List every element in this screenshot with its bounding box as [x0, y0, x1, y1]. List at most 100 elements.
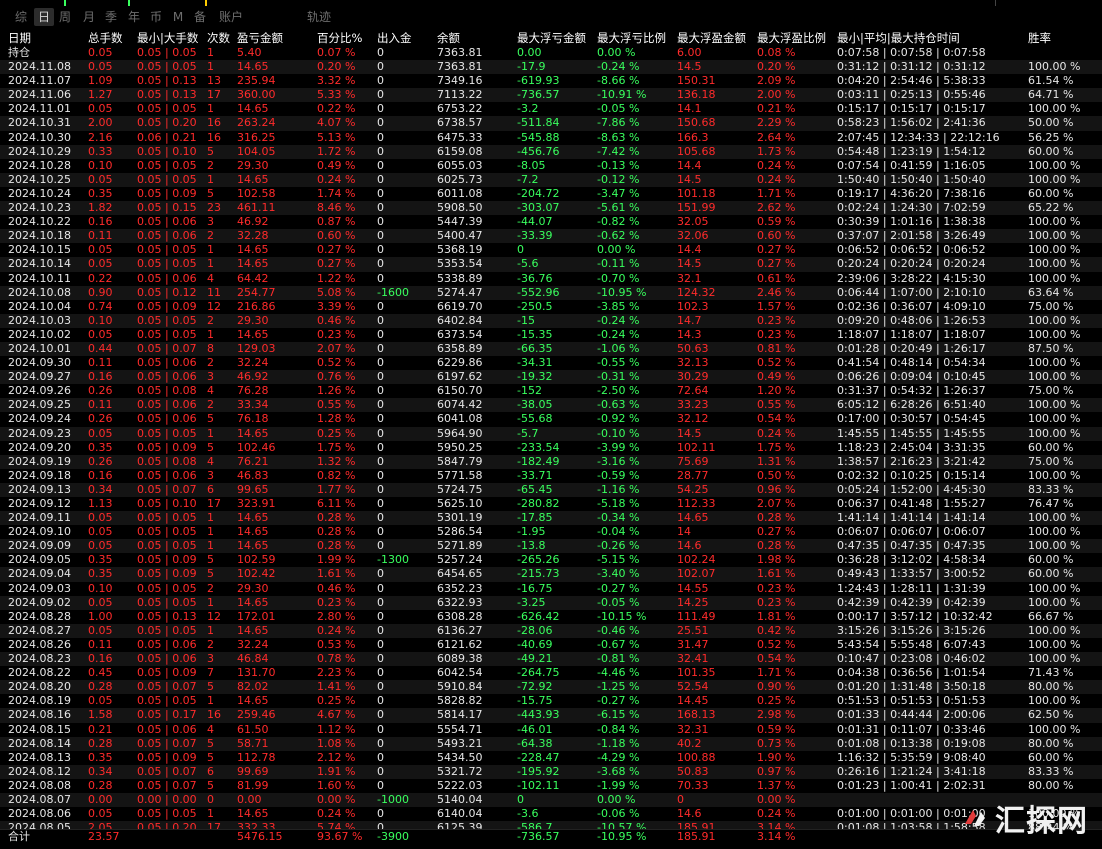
table-row[interactable]: 2024.10.30 2.16 0.06 | 0.21 16 316.25 5.13 % 0… — [0, 131, 1102, 145]
column-header[interactable]: 最大浮盈比例 — [757, 31, 826, 45]
tab-6[interactable]: 币 — [149, 10, 162, 24]
table-row[interactable]: 2024.10.01 0.44 0.05 | 0.07 8 129.03 2.07 % 0 6… — [0, 341, 1102, 357]
table-cell: 5964.90 — [437, 426, 483, 440]
table-row[interactable]: 2024.08.12 0.34 0.05 | 0.07 6 99.69 1.91 % 0 53… — [0, 764, 1102, 779]
table-row[interactable]: 2024.08.22 0.45 0.05 | 0.09 7 131.70 2.23 % 0 6… — [0, 666, 1102, 680]
table-row[interactable]: 2024.09.30 0.11 0.05 | 0.06 2 32.24 0.52 % 0 62… — [0, 356, 1102, 370]
table-cell: 2.00 — [88, 116, 113, 130]
tab-9[interactable]: 账户 — [218, 10, 243, 24]
table-row[interactable]: 2024.10.08 0.90 0.05 | 0.12 11 254.77 5.08 % -… — [0, 285, 1102, 300]
table-row[interactable]: 2024.09.05 0.35 0.05 | 0.09 5 102.59 1.99 % -1… — [0, 553, 1102, 567]
table-row[interactable]: 2024.10.24 0.35 0.05 | 0.09 5 102.58 1.74 % 0 6… — [0, 187, 1102, 201]
table-row[interactable]: 2024.10.04 0.74 0.05 | 0.09 12 216.86 3.39 % 0… — [0, 300, 1102, 314]
table-row[interactable]: 2024.09.25 0.11 0.05 | 0.06 2 33.34 0.55 % 0 60… — [0, 398, 1102, 413]
table-row[interactable]: 2024.08.28 1.00 0.05 | 0.13 12 172.01 2.80 % 0… — [0, 610, 1102, 624]
table-row[interactable]: 2024.10.03 0.10 0.05 | 0.05 2 29.30 0.46 % 0 64… — [0, 313, 1102, 328]
table-cell: 14.5 — [677, 172, 702, 186]
table-cell: 6475.33 — [437, 130, 483, 144]
table-row[interactable]: 2024.09.27 0.16 0.05 | 0.06 3 46.92 0.76 % 0 61… — [0, 370, 1102, 385]
table-row[interactable]: 2024.09.19 0.26 0.05 | 0.08 4 76.21 1.32 % 0 58… — [0, 454, 1102, 469]
column-header[interactable]: 总手数 — [88, 31, 123, 45]
table-row[interactable]: 2024.09.20 0.35 0.05 | 0.09 5 102.46 1.75 % 0 5… — [0, 441, 1102, 455]
table-row[interactable]: 2024.08.23 0.16 0.05 | 0.06 3 46.84 0.78 % 0 60… — [0, 652, 1102, 667]
tab-1[interactable]: 日 — [34, 8, 54, 26]
table-row[interactable]: 2024.08.19 0.05 0.05 | 0.05 1 14.65 0.25 % 0 58… — [0, 694, 1102, 708]
table-row[interactable]: 2024.09.10 0.05 0.05 | 0.05 1 14.65 0.28 % 0 52… — [0, 525, 1102, 539]
table-row[interactable]: 2024.10.28 0.10 0.05 | 0.05 2 29.30 0.49 % 0 60… — [0, 159, 1102, 173]
table-row[interactable]: 2024.09.13 0.34 0.05 | 0.07 6 99.65 1.77 % 0 57… — [0, 482, 1102, 497]
tab-4[interactable]: 季 — [104, 10, 117, 24]
table-row[interactable]: 2024.08.13 0.35 0.05 | 0.09 5 112.78 2.12 % 0 5… — [0, 751, 1102, 765]
table-row[interactable]: 2024.10.18 0.11 0.05 | 0.06 2 32.28 0.60 % 0 54… — [0, 229, 1102, 244]
top-indicator-green — [64, 0, 66, 6]
table-row[interactable]: 2024.10.14 0.05 0.05 | 0.05 1 14.65 0.27 % 0 53… — [0, 257, 1102, 272]
tab-10[interactable]: 轨迹 — [306, 10, 331, 24]
table-row[interactable]: 2024.08.15 0.21 0.05 | 0.06 4 61.50 1.12 % 0 55… — [0, 723, 1102, 737]
tab-2[interactable]: 周 — [58, 10, 71, 24]
table-cell: 14.7 — [677, 313, 702, 327]
table-row[interactable]: 2024.08.08 0.28 0.05 | 0.07 5 81.99 1.60 % 0 52… — [0, 779, 1102, 793]
tab-3[interactable]: 月 — [82, 10, 95, 24]
column-header[interactable]: 盈亏金额 — [237, 31, 283, 45]
table-row[interactable]: 2024.10.25 0.05 0.05 | 0.05 1 14.65 0.24 % 0 60… — [0, 172, 1102, 187]
table-row[interactable]: 2024.09.11 0.05 0.05 | 0.05 1 14.65 0.28 % 0 53… — [0, 511, 1102, 526]
column-header[interactable]: 百分比% — [317, 31, 363, 45]
table-row[interactable]: 2024.11.08 0.05 0.05 | 0.05 1 14.65 0.20 % 0 73… — [0, 60, 1102, 75]
tab-7[interactable]: M — [172, 10, 184, 24]
table-row[interactable]: 2024.11.01 0.05 0.05 | 0.05 1 14.65 0.22 % 0 67… — [0, 102, 1102, 116]
table-row[interactable]: 2024.10.02 0.05 0.05 | 0.05 1 14.65 0.23 % 0 63… — [0, 328, 1102, 342]
column-header[interactable]: 胜率 — [1028, 31, 1051, 45]
table-row[interactable]: 2024.08.27 0.05 0.05 | 0.05 1 14.65 0.24 % 0 61… — [0, 623, 1102, 638]
table-row[interactable]: 2024.10.31 2.00 0.05 | 0.20 16 263.24 4.07 % 0… — [0, 116, 1102, 131]
table-cell: 0 — [377, 694, 384, 708]
column-header[interactable]: 最小|大手数 — [137, 31, 199, 45]
table-row[interactable]: 2024.10.29 0.33 0.05 | 0.10 5 104.05 1.72 % 0 6… — [0, 144, 1102, 159]
table-cell: 76.47 % — [1028, 497, 1074, 510]
table-cell: 2024.09.09 — [8, 539, 71, 553]
tab-8[interactable]: 备 — [193, 10, 206, 24]
tab-0[interactable]: 综 — [14, 10, 27, 24]
table-cell: 100.00 % — [1028, 426, 1081, 440]
table-cell: 100.00 % — [1028, 694, 1081, 708]
table-row[interactable]: 2024.08.20 0.28 0.05 | 0.07 5 82.02 1.41 % 0 59… — [0, 680, 1102, 695]
table-row[interactable]: 2024.09.12 1.13 0.05 | 0.10 17 323.91 6.11 % 0… — [0, 497, 1102, 511]
tab-5[interactable]: 年 — [127, 10, 140, 24]
table-cell: 2024.10.28 — [8, 158, 71, 172]
table-cell: 0.00 % — [597, 792, 636, 806]
column-header[interactable]: 出入金 — [377, 31, 412, 45]
table-row[interactable]: 2024.09.24 0.26 0.05 | 0.06 5 76.18 1.28 % 0 60… — [0, 412, 1102, 426]
table-row[interactable]: 2024.09.23 0.05 0.05 | 0.05 1 14.65 0.25 % 0 59… — [0, 426, 1102, 441]
column-header[interactable]: 最大浮亏比例 — [597, 31, 666, 45]
table-row[interactable]: 2024.09.03 0.10 0.05 | 0.05 2 29.30 0.46 % 0 63… — [0, 582, 1102, 596]
table-cell: -280.82 — [517, 497, 560, 510]
table-row[interactable]: 2024.08.06 0.05 0.05 | 0.05 1 14.65 0.24 % 0 61… — [0, 807, 1102, 821]
table-row[interactable]: 2024.08.07 0.00 0.00 | 0.00 0 0.00 0.00 % -100… — [0, 792, 1102, 808]
table-cell: -0.04 % — [597, 525, 640, 539]
table-row[interactable]: 2024.11.07 1.09 0.05 | 0.13 13 235.94 3.32 % 0… — [0, 74, 1102, 88]
table-cell: 1.09 — [88, 74, 113, 88]
table-cell: 0:47:35 | 0:47:35 | 0:47:35 — [837, 539, 986, 553]
table-row[interactable]: 持仓 0.05 0.05 | 0.05 1 5.40 0.07 % 0 7363.81 0.00… — [0, 46, 1102, 60]
watermark-text: 汇探网 — [995, 804, 1088, 839]
table-cell: 0.05 | 0.07 — [137, 482, 197, 496]
column-header[interactable]: 最大浮亏金额 — [517, 31, 586, 45]
column-header[interactable]: 次数 — [207, 31, 230, 45]
column-header[interactable]: 最大浮盈金额 — [677, 31, 746, 45]
table-row[interactable]: 2024.08.16 1.58 0.05 | 0.17 16 259.46 4.67 % 0… — [0, 708, 1102, 723]
column-header[interactable]: 余额 — [437, 31, 460, 45]
table-row[interactable]: 2024.10.23 1.82 0.05 | 0.15 23 461.11 8.46 % 0… — [0, 201, 1102, 216]
table-row[interactable]: 2024.09.04 0.35 0.05 | 0.09 5 102.42 1.61 % 0 6… — [0, 567, 1102, 582]
table-row[interactable]: 2024.08.26 0.11 0.05 | 0.06 2 32.24 0.53 % 0 61… — [0, 638, 1102, 652]
table-row[interactable]: 2024.09.09 0.05 0.05 | 0.05 1 14.65 0.28 % 0 52… — [0, 539, 1102, 554]
table-row[interactable]: 2024.10.22 0.16 0.05 | 0.06 3 46.92 0.87 % 0 54… — [0, 215, 1102, 229]
column-header[interactable]: 日期 — [8, 31, 31, 45]
table-row[interactable]: 2024.10.11 0.22 0.05 | 0.06 4 64.42 1.22 % 0 53… — [0, 272, 1102, 286]
table-row[interactable]: 2024.10.15 0.05 0.05 | 0.05 1 14.65 0.27 % 0 53… — [0, 243, 1102, 257]
table-row[interactable]: 2024.09.02 0.05 0.05 | 0.05 1 14.65 0.23 % 0 63… — [0, 595, 1102, 610]
table-cell: 0.05 | 0.05 — [137, 539, 197, 553]
column-header[interactable]: 最小|平均|最大持仓时间 — [837, 31, 960, 45]
table-row[interactable]: 2024.09.18 0.16 0.05 | 0.06 3 46.83 0.82 % 0 57… — [0, 469, 1102, 483]
table-row[interactable]: 2024.09.26 0.26 0.05 | 0.08 4 76.28 1.26 % 0 61… — [0, 384, 1102, 398]
table-row[interactable]: 2024.11.06 1.27 0.05 | 0.13 17 360.00 5.33 % 0… — [0, 88, 1102, 103]
table-row[interactable]: 2024.08.14 0.28 0.05 | 0.07 5 58.71 1.08 % 0 54… — [0, 736, 1102, 751]
